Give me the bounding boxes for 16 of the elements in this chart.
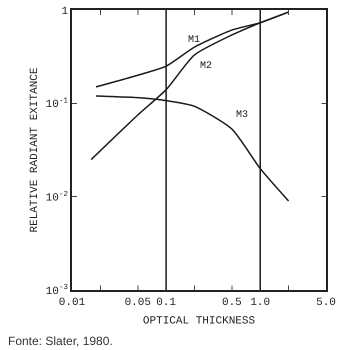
y-tick-label: 10$^{-3}$ [46, 283, 68, 298]
series-label: M2 [200, 61, 212, 72]
source-note: Fonte: Slater, 1980. [8, 334, 113, 348]
y-axis-title: RELATIVE RADIANT EXITANCE [28, 67, 41, 233]
series-label: M3 [236, 110, 248, 121]
x-tick-label: 0.5 [222, 296, 242, 309]
x-axis-title: OPTICAL THICKNESS [142, 316, 256, 328]
x-tick-label: 5.0 [316, 296, 336, 309]
x-tick-label: 1.0 [250, 296, 270, 309]
y-tick-label: 10$^{-1}$ [46, 96, 68, 112]
y-tick-label: 10$^{-2}$ [46, 190, 68, 205]
y-tick-label: 1 [61, 6, 68, 18]
x-tick-label: 0.01 [58, 296, 86, 309]
x-tick-label: 0.05 [124, 296, 151, 309]
series-label: M1 [188, 35, 200, 46]
x-tick-label: 0.1 [156, 296, 176, 309]
